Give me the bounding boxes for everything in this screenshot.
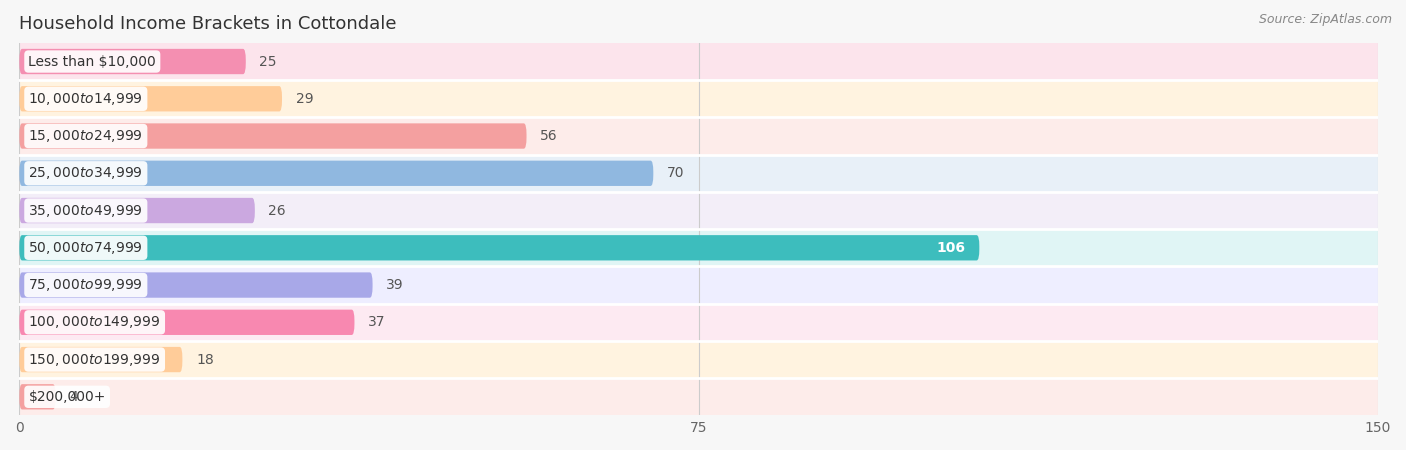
FancyBboxPatch shape bbox=[20, 49, 246, 74]
Text: 70: 70 bbox=[666, 166, 685, 180]
Text: 29: 29 bbox=[295, 92, 314, 106]
Text: $50,000 to $74,999: $50,000 to $74,999 bbox=[28, 240, 143, 256]
Text: $75,000 to $99,999: $75,000 to $99,999 bbox=[28, 277, 143, 293]
FancyBboxPatch shape bbox=[20, 272, 373, 298]
Text: $150,000 to $199,999: $150,000 to $199,999 bbox=[28, 351, 160, 368]
Text: $25,000 to $34,999: $25,000 to $34,999 bbox=[28, 165, 143, 181]
FancyBboxPatch shape bbox=[20, 384, 56, 410]
FancyBboxPatch shape bbox=[20, 117, 1378, 155]
FancyBboxPatch shape bbox=[20, 155, 1378, 192]
FancyBboxPatch shape bbox=[20, 86, 283, 112]
FancyBboxPatch shape bbox=[20, 378, 1378, 415]
Text: $100,000 to $149,999: $100,000 to $149,999 bbox=[28, 314, 160, 330]
Text: $10,000 to $14,999: $10,000 to $14,999 bbox=[28, 91, 143, 107]
FancyBboxPatch shape bbox=[20, 347, 183, 372]
Text: 26: 26 bbox=[269, 203, 285, 217]
Text: 106: 106 bbox=[936, 241, 966, 255]
FancyBboxPatch shape bbox=[20, 80, 1378, 117]
Text: Less than $10,000: Less than $10,000 bbox=[28, 54, 156, 68]
Text: 25: 25 bbox=[259, 54, 277, 68]
Text: 37: 37 bbox=[368, 315, 385, 329]
FancyBboxPatch shape bbox=[20, 198, 254, 223]
Text: 4: 4 bbox=[69, 390, 77, 404]
Text: $15,000 to $24,999: $15,000 to $24,999 bbox=[28, 128, 143, 144]
FancyBboxPatch shape bbox=[20, 341, 1378, 378]
FancyBboxPatch shape bbox=[20, 192, 1378, 229]
FancyBboxPatch shape bbox=[20, 304, 1378, 341]
FancyBboxPatch shape bbox=[20, 161, 654, 186]
FancyBboxPatch shape bbox=[20, 229, 1378, 266]
Text: 39: 39 bbox=[387, 278, 404, 292]
Text: 56: 56 bbox=[540, 129, 558, 143]
Text: Source: ZipAtlas.com: Source: ZipAtlas.com bbox=[1258, 14, 1392, 27]
FancyBboxPatch shape bbox=[20, 123, 526, 148]
Text: $35,000 to $49,999: $35,000 to $49,999 bbox=[28, 202, 143, 219]
Text: Household Income Brackets in Cottondale: Household Income Brackets in Cottondale bbox=[20, 15, 396, 33]
FancyBboxPatch shape bbox=[20, 235, 980, 261]
FancyBboxPatch shape bbox=[20, 43, 1378, 80]
Text: 18: 18 bbox=[195, 352, 214, 367]
FancyBboxPatch shape bbox=[20, 266, 1378, 304]
Text: $200,000+: $200,000+ bbox=[28, 390, 105, 404]
FancyBboxPatch shape bbox=[20, 310, 354, 335]
